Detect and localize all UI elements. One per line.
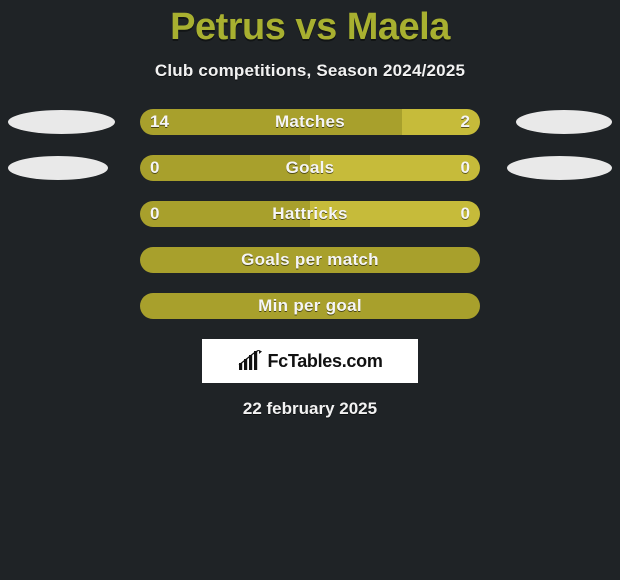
stat-label: Goals (140, 155, 480, 181)
page-date: 22 february 2025 (0, 399, 620, 419)
player-right-marker (516, 110, 612, 134)
stat-bar-track: Goals per match (140, 247, 480, 273)
stat-bar-track: 14 Matches 2 (140, 109, 480, 135)
stat-label: Goals per match (140, 247, 480, 273)
comparison-rows: 14 Matches 2 0 Goals 0 0 Hattricks 0 (0, 109, 620, 319)
stat-row-hattricks: 0 Hattricks 0 (0, 201, 620, 227)
brand-box: FcTables.com (202, 339, 418, 383)
stat-row-goals: 0 Goals 0 (0, 155, 620, 181)
stat-value-right: 0 (461, 155, 470, 181)
stat-row-matches: 14 Matches 2 (0, 109, 620, 135)
stat-bar-track: 0 Goals 0 (140, 155, 480, 181)
player-left-marker (8, 110, 115, 134)
stat-value-right: 0 (461, 201, 470, 227)
stat-bar-track: Min per goal (140, 293, 480, 319)
page-subtitle: Club competitions, Season 2024/2025 (0, 61, 620, 81)
stat-value-right: 2 (461, 109, 470, 135)
stat-row-min-per-goal: Min per goal (0, 293, 620, 319)
brand-chart-icon (237, 350, 263, 372)
brand-text: FcTables.com (267, 351, 382, 372)
player-left-marker (8, 156, 108, 180)
player-right-marker (507, 156, 612, 180)
stat-bar-track: 0 Hattricks 0 (140, 201, 480, 227)
stat-row-goals-per-match: Goals per match (0, 247, 620, 273)
stat-label: Matches (140, 109, 480, 135)
stat-label: Min per goal (140, 293, 480, 319)
stat-label: Hattricks (140, 201, 480, 227)
page-title: Petrus vs Maela (0, 0, 620, 49)
